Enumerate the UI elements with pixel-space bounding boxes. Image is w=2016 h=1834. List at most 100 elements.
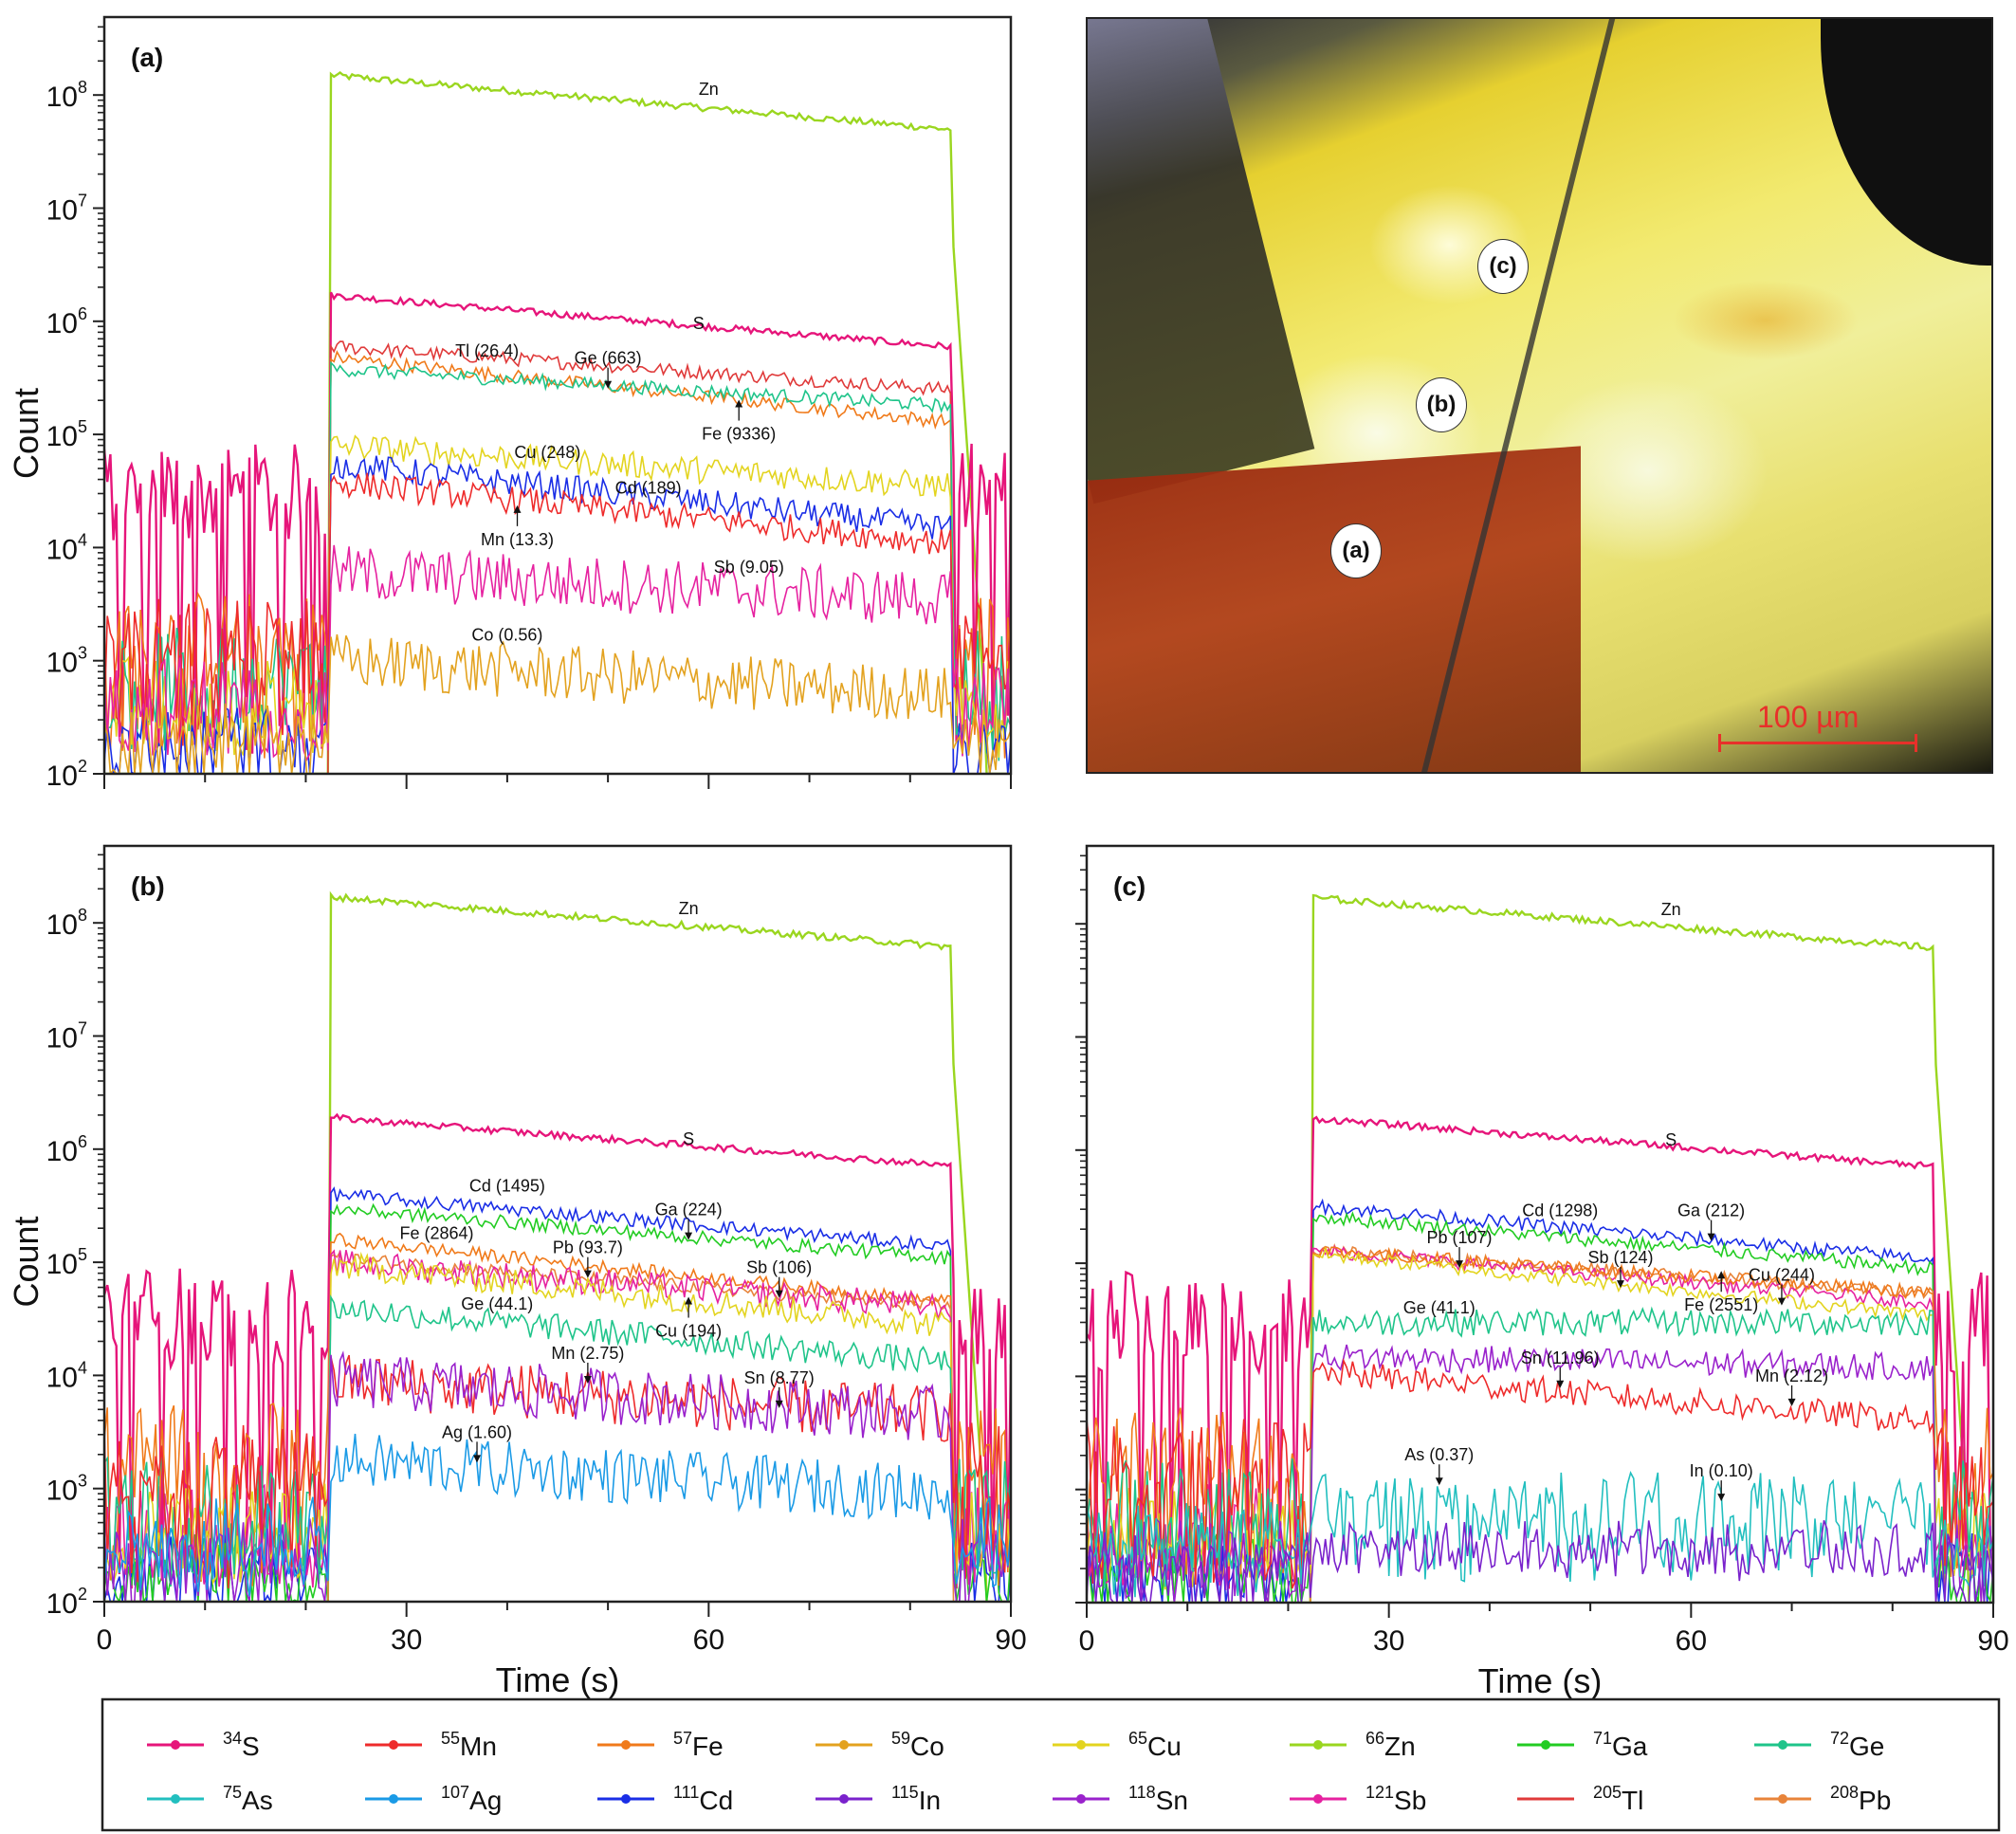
plot-frame [1085, 844, 1995, 1605]
series-line-pb [1087, 1243, 1993, 1603]
legend-label: 121Sb [1365, 1783, 1426, 1815]
legend-label: 107Ag [441, 1783, 502, 1815]
legend-marker-plus-icon [839, 1794, 849, 1804]
panel-label: (a) [131, 43, 163, 72]
legend-label: 55Mn [441, 1729, 497, 1761]
micrograph-dark-region [1088, 19, 1315, 504]
legend-label: 205Tl [1593, 1783, 1643, 1815]
legend-item-in: 115In [816, 1783, 941, 1815]
series-line-as [1087, 1470, 1993, 1598]
y-tick-label: 104 [46, 1358, 87, 1393]
annotation-label: In (0.10) [1690, 1461, 1753, 1480]
annotation-label: Co (0.56) [471, 626, 542, 645]
legend-item-as: 75As [147, 1783, 273, 1815]
series-line-s [1087, 1115, 1993, 1589]
annotation-label: Zn [699, 80, 719, 99]
y-tick-label: 107 [46, 192, 87, 227]
legend-item-zn: 66Zn [1290, 1729, 1416, 1761]
panel-label: (b) [131, 871, 165, 901]
annotation-label: As (0.37) [1404, 1445, 1474, 1464]
annotation-label: Sn (8.77) [744, 1368, 815, 1387]
micrograph-red-zone [1088, 446, 1581, 772]
annotation-arrowhead [1456, 1260, 1464, 1269]
spot-label-b: (b) [1416, 377, 1467, 432]
legend-label: 72Ge [1830, 1729, 1884, 1761]
annotation-label: Ge (44.1) [461, 1294, 533, 1313]
annotation-arrowhead [1717, 1494, 1726, 1502]
legend-marker-triangle-up-icon [621, 1740, 631, 1750]
annotation-arrowhead [685, 1296, 693, 1305]
legend-item-ag: 107Ag [365, 1783, 502, 1815]
annotation-label: Mn (13.3) [481, 530, 554, 549]
y-axis-title: Count [7, 388, 46, 479]
annotation-label: Pb (93.7) [553, 1238, 623, 1257]
legend-box [101, 1697, 2001, 1832]
series-line-mn [104, 1354, 1011, 1589]
legend-item-ge: 72Ge [1754, 1729, 1884, 1761]
x-tick-label: 60 [1676, 1625, 1707, 1657]
annotation-label: S [1665, 1130, 1677, 1149]
plot-area [104, 890, 1011, 1602]
legend-item-ga: 71Ga [1517, 1729, 1648, 1761]
series-line-fe [104, 350, 1011, 759]
micrograph-image: (c) (b) (a) 100 µm [1086, 17, 1993, 774]
annotation-arrowhead [473, 1455, 482, 1463]
chart-panel-c: 0 30 60 90 Time (s) (c) Zn S Cd (1298) Ga (212) Pb… [1075, 844, 2009, 1700]
series-line-ag [104, 1433, 1011, 1597]
annotation-label: Fe (2864) [400, 1224, 474, 1243]
legend-marker-circle-icon [389, 1740, 398, 1750]
legend-item-sb: 121Sb [1290, 1783, 1426, 1815]
series-line-co [104, 633, 1011, 774]
series-line-mn [104, 472, 1011, 746]
x-tick-label: 90 [1977, 1625, 2008, 1657]
y-tick-label: 108 [46, 78, 87, 113]
annotation-arrowhead [1787, 1398, 1796, 1406]
annotation-label: Mn (2.75) [551, 1344, 624, 1363]
legend-item-s: 34S [147, 1729, 260, 1761]
legend-item-sn: 118Sn [1053, 1783, 1188, 1815]
x-axis-title: Time (s) [496, 1660, 620, 1699]
annotation-label: Ag (1.60) [442, 1422, 512, 1441]
annotation-arrowhead [775, 1400, 783, 1408]
plot-area [1087, 893, 1993, 1603]
series-line-in [1087, 1520, 1993, 1603]
legend: 34S 55Mn 57Fe 59Co 65Cu 66Zn 71Ga 72Ge 75As 107Ag… [101, 1697, 2001, 1832]
plot-frame [102, 844, 1013, 1604]
annotation-arrowhead [1717, 1271, 1726, 1279]
legend-marker-hexagon-icon [1778, 1740, 1787, 1750]
y-tick-label: 102 [46, 1585, 87, 1620]
y-tick-label: 107 [46, 1019, 87, 1055]
annotation-label: Ge (663) [575, 349, 642, 368]
y-tick-label: 106 [46, 304, 87, 339]
annotation-label: Pb (107) [1426, 1228, 1492, 1247]
annotation-arrowhead [1777, 1297, 1786, 1306]
chart-panel-b: 102 103 104 105 106 107 108 0 30 60 90 Time (s) Coun… [7, 844, 1027, 1699]
series-line-zn [104, 70, 1011, 774]
legend-item-cu: 65Cu [1053, 1729, 1182, 1761]
y-tick-label: 105 [46, 417, 87, 452]
series-line-cu [104, 1251, 1011, 1586]
legend-item-pb: 208Pb [1754, 1783, 1891, 1815]
series-line-zn [1087, 893, 1993, 1603]
legend-marker-triangle-left-icon [1313, 1740, 1323, 1750]
annotation-arrowhead [1556, 1380, 1565, 1388]
legend-label: 115In [891, 1783, 941, 1815]
annotation-arrowhead [583, 1375, 592, 1384]
series-line-mn [1087, 1358, 1993, 1589]
legend-label: 208Pb [1830, 1783, 1891, 1815]
y-tick-label: 102 [46, 757, 87, 792]
y-tick-label: 104 [46, 530, 87, 565]
y-tick-label: 108 [46, 906, 87, 941]
spot-label-a: (a) [1330, 523, 1382, 578]
legend-marker-pentagon-icon [389, 1794, 398, 1804]
legend-label: 75As [223, 1783, 273, 1815]
annotation-label: Cd (1298) [1522, 1201, 1598, 1220]
annotation-label: Ga (224) [655, 1201, 723, 1220]
annotation-arrowhead [513, 504, 522, 513]
legend-label: 59Co [891, 1729, 944, 1761]
annotation-label: Sb (9.05) [714, 558, 784, 577]
legend-marker-diamond-icon [1076, 1740, 1086, 1750]
legend-marker-star-icon [171, 1794, 180, 1804]
y-tick-label: 106 [46, 1132, 87, 1167]
